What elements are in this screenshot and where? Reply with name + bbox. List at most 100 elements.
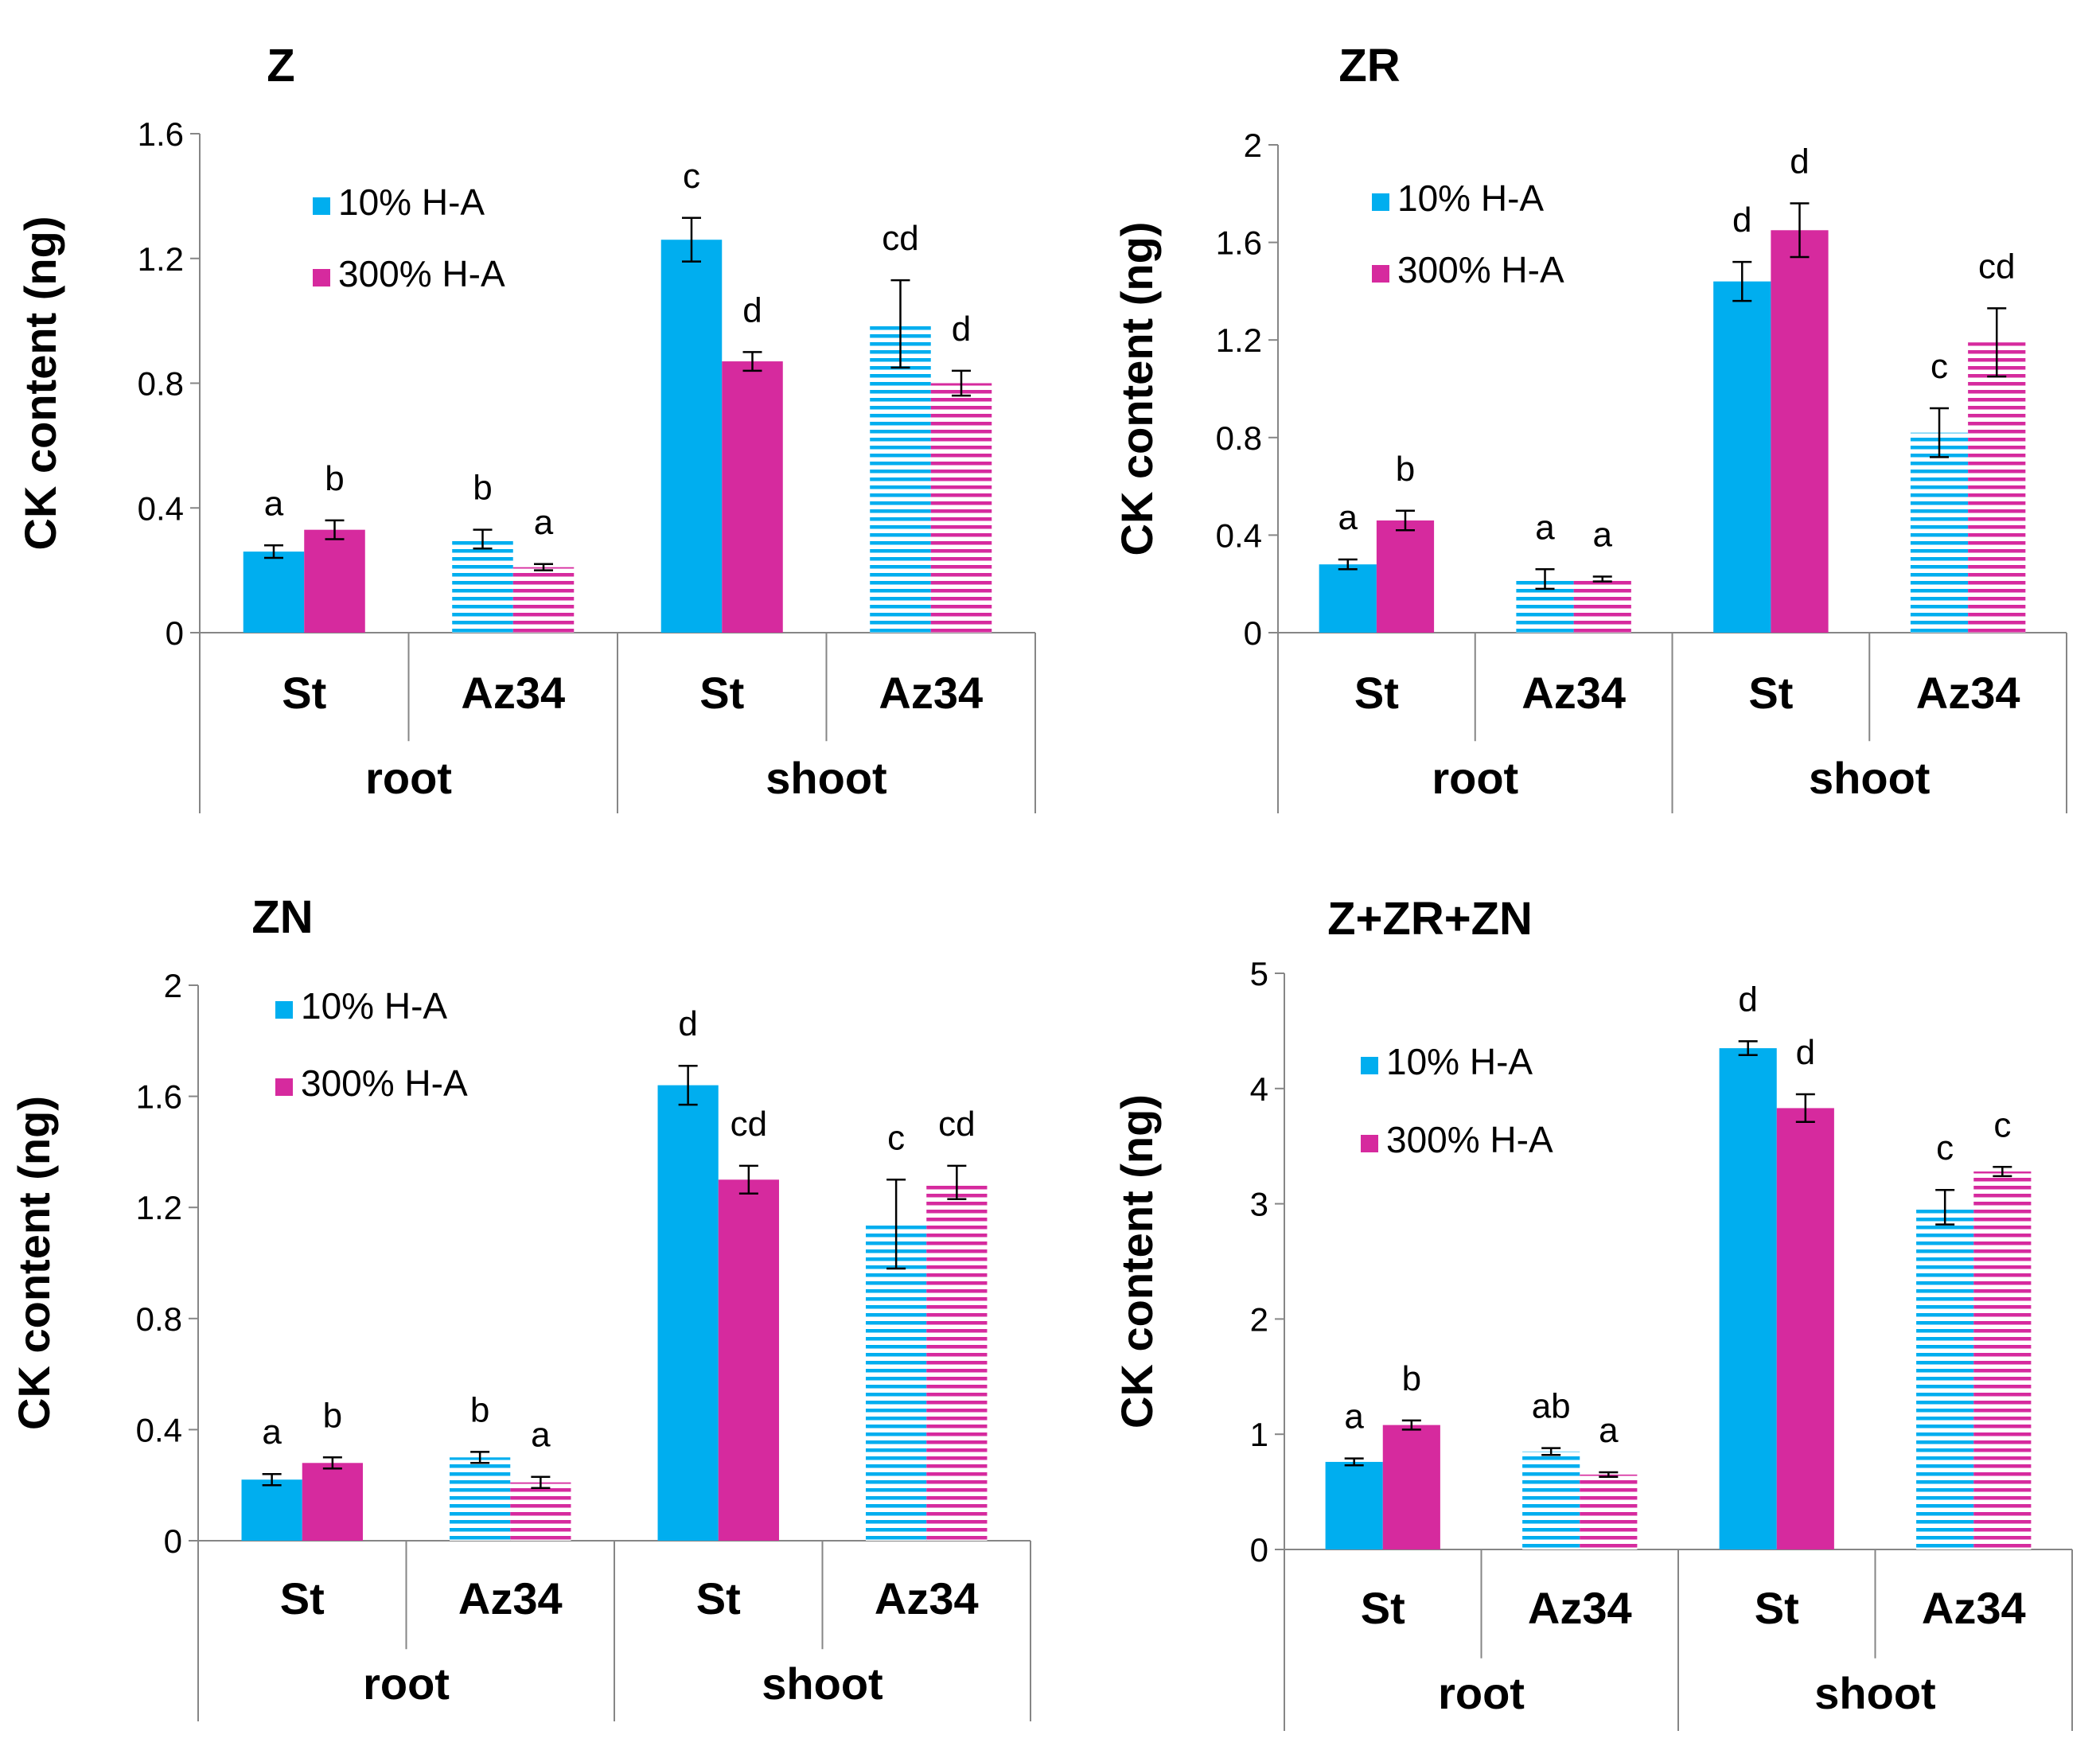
legend-label: 10% H-A xyxy=(301,985,447,1027)
significance-label: c xyxy=(1993,1105,2011,1144)
bar xyxy=(660,240,723,633)
category-label-st: St xyxy=(282,668,326,718)
legend-label: 300% H-A xyxy=(338,253,505,294)
legend-swatch xyxy=(1361,1135,1378,1152)
significance-label: d xyxy=(952,310,971,349)
significance-label: ab xyxy=(1532,1387,1571,1426)
bar xyxy=(243,552,305,633)
y-tick-label: 1 xyxy=(1250,1416,1268,1453)
bar xyxy=(718,1179,779,1541)
y-tick-label: 1.2 xyxy=(1216,322,1262,359)
significance-label: cd xyxy=(731,1105,767,1144)
significance-label: b xyxy=(473,469,492,508)
group-label-shoot: shoot xyxy=(1814,1668,1935,1718)
bar xyxy=(1580,1474,1638,1549)
legend-swatch xyxy=(275,1001,293,1019)
bar xyxy=(1916,1206,1974,1549)
category-label-az34: Az34 xyxy=(1922,1583,2026,1633)
y-axis-label: CK content (ng) xyxy=(1112,1094,1162,1429)
significance-label: b xyxy=(325,459,344,498)
bar xyxy=(1719,1048,1777,1549)
significance-label: d xyxy=(1790,142,1809,181)
y-tick-label: 0.4 xyxy=(1216,516,1262,554)
significance-label: cd xyxy=(882,219,918,258)
y-tick-label: 1.6 xyxy=(138,115,184,153)
category-label-az34: Az34 xyxy=(1528,1583,1632,1633)
legend-label: 300% H-A xyxy=(1397,249,1564,290)
significance-label: a xyxy=(1592,516,1612,555)
y-tick-label: 4 xyxy=(1250,1070,1268,1108)
y-tick-label: 1.2 xyxy=(136,1189,182,1226)
y-tick-label: 0 xyxy=(164,1522,182,1560)
chart-title: ZN xyxy=(251,891,313,943)
group-label-shoot: shoot xyxy=(1809,753,1930,803)
bar xyxy=(870,324,931,633)
bar xyxy=(452,539,513,633)
bar xyxy=(1713,281,1771,633)
bar xyxy=(1319,564,1377,633)
significance-label: b xyxy=(323,1396,342,1435)
bar xyxy=(510,1482,571,1541)
group-label-root: root xyxy=(1438,1668,1525,1718)
legend-label: 10% H-A xyxy=(338,181,485,223)
legend-swatch xyxy=(275,1078,293,1096)
significance-label: c xyxy=(887,1118,905,1157)
y-tick-label: 0.8 xyxy=(136,1300,182,1338)
chart-title: Z+ZR+ZN xyxy=(1327,893,1533,945)
category-label-az34: Az34 xyxy=(458,1573,563,1623)
category-label-az34: Az34 xyxy=(1916,668,2020,718)
y-tick-label: 0.4 xyxy=(138,489,184,527)
bar xyxy=(1776,1108,1834,1549)
y-tick-label: 0 xyxy=(166,614,184,652)
category-label-st: St xyxy=(696,1573,741,1623)
significance-label: a xyxy=(264,484,284,523)
y-tick-label: 5 xyxy=(1250,955,1268,992)
y-tick-label: 2 xyxy=(1250,1300,1268,1338)
significance-label: b xyxy=(1402,1359,1421,1398)
bar xyxy=(512,567,575,633)
y-tick-label: 0 xyxy=(1250,1531,1268,1569)
y-tick-label: 1.6 xyxy=(1216,224,1262,262)
significance-label: d xyxy=(1732,201,1751,240)
bar xyxy=(1973,1171,2032,1549)
group-label-shoot: shoot xyxy=(766,753,886,803)
group-label-shoot: shoot xyxy=(762,1659,882,1709)
significance-label: b xyxy=(1396,450,1415,489)
bar xyxy=(302,1463,363,1541)
category-label-st: St xyxy=(1748,668,1793,718)
y-axis-label: CK content (ng) xyxy=(1112,222,1162,556)
bar xyxy=(1771,230,1829,633)
bar xyxy=(304,529,365,633)
y-tick-label: 0 xyxy=(1244,614,1262,652)
significance-label: a xyxy=(534,503,554,542)
bar xyxy=(1968,342,2026,633)
significance-label: c xyxy=(1931,347,1948,386)
significance-label: c xyxy=(1936,1128,1954,1167)
bar xyxy=(930,383,992,633)
significance-label: cd xyxy=(1978,247,2015,286)
legend-swatch xyxy=(1361,1057,1378,1074)
y-tick-label: 0.8 xyxy=(138,365,184,403)
significance-label: a xyxy=(1344,1397,1364,1436)
chart-panel-2: ZR CK content (ng) 0 0.4 0.8 1.2 1.6 2 St Az34 St A… xyxy=(1112,40,2067,813)
bar xyxy=(1382,1425,1440,1549)
y-tick-label: 2 xyxy=(164,967,182,1004)
significance-label: d xyxy=(1796,1033,1815,1072)
y-tick-label: 3 xyxy=(1250,1186,1268,1223)
legend-label: 300% H-A xyxy=(301,1062,468,1104)
y-tick-label: 0.8 xyxy=(1216,419,1262,457)
legend-swatch xyxy=(313,197,330,215)
group-label-root: root xyxy=(365,753,452,803)
bar xyxy=(1325,1461,1383,1549)
bar xyxy=(926,1182,988,1541)
significance-label: d xyxy=(742,290,762,329)
y-tick-label: 0.4 xyxy=(136,1411,182,1448)
legend-swatch xyxy=(1372,265,1389,283)
significance-label: a xyxy=(262,1413,282,1452)
legend-label: 10% H-A xyxy=(1397,177,1544,219)
bar xyxy=(1522,1451,1580,1549)
bar xyxy=(866,1224,927,1541)
chart-panel-1: Z CK content (ng) 0 0.4 0.8 1.2 1.6 St Az34 St Az3… xyxy=(15,40,1036,813)
